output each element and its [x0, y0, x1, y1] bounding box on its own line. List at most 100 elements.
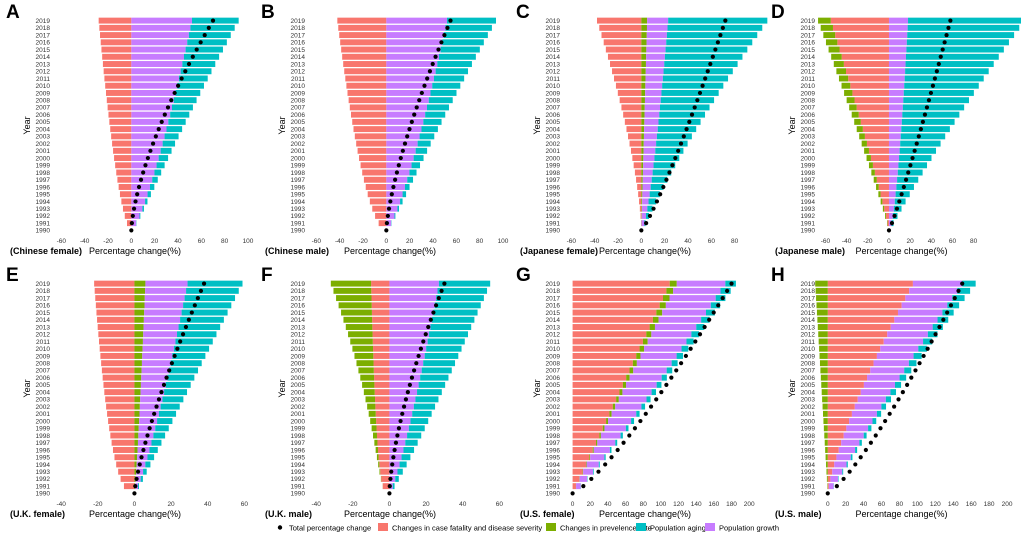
- y-tick-label: 2008: [36, 97, 51, 104]
- total-point-2007: [674, 368, 679, 373]
- bar-prevalence-2004: [619, 389, 623, 396]
- bar-fatality-2000: [376, 418, 390, 425]
- bar-growth-1999: [888, 162, 899, 169]
- bar-prevalence-2002: [641, 140, 644, 147]
- bar-prevalence-2009: [844, 89, 853, 96]
- legend-dot-total: [277, 525, 283, 530]
- bar-prevalence-2017: [816, 295, 828, 302]
- bar-fatality-2002: [112, 140, 132, 147]
- y-tick-label: 2004: [36, 389, 51, 396]
- bar-fatality-2012: [827, 331, 888, 338]
- bar-aging-2012: [180, 68, 212, 75]
- bar-fatality-2019: [827, 280, 913, 287]
- bar-prevalence-2014: [134, 316, 144, 323]
- total-point-1998: [395, 433, 400, 438]
- y-tick-label: 1990: [36, 228, 51, 235]
- y-tick-label: 2017: [36, 32, 51, 39]
- bar-prevalence-2001: [134, 410, 140, 417]
- panel-h: HYear19901991199219931994199519961997199…: [771, 265, 1013, 519]
- bar-prevalence-2010: [641, 82, 646, 89]
- bar-aging-2019: [962, 280, 976, 287]
- y-tick-label: 2016: [546, 303, 561, 310]
- y-tick-label: 2016: [801, 303, 816, 310]
- bar-fatality-2017: [95, 295, 135, 302]
- y-tick-label: 2015: [36, 47, 51, 54]
- bar-fatality-2010: [615, 82, 642, 89]
- bar-fatality-2019: [337, 17, 387, 24]
- y-tick-label: 1998: [291, 170, 306, 177]
- total-point-2015: [945, 310, 950, 315]
- bar-growth-2015: [897, 309, 943, 316]
- bar-aging-2005: [901, 118, 955, 125]
- total-point-2012: [183, 69, 188, 74]
- bar-prevalence-2015: [816, 309, 828, 316]
- bar-growth-2017: [144, 295, 185, 302]
- bar-aging-1995: [402, 191, 407, 198]
- y-tick-label: 2010: [36, 83, 51, 90]
- total-point-1992: [589, 476, 594, 482]
- bar-fatality-2016: [837, 39, 889, 46]
- bar-growth-2016: [888, 39, 907, 46]
- bar-fatality-2017: [371, 295, 390, 302]
- total-point-2018: [206, 25, 211, 30]
- bar-fatality-2003: [827, 396, 858, 403]
- y-tick-label: 2004: [36, 126, 51, 133]
- total-point-2004: [900, 390, 905, 395]
- x-tick-label: 40: [174, 238, 182, 245]
- total-point-1990: [384, 228, 389, 233]
- bar-aging-2007: [659, 104, 710, 111]
- bar-growth-2005: [644, 118, 659, 125]
- y-tick-label: 1996: [801, 184, 816, 191]
- total-point-2018: [725, 288, 730, 293]
- bar-aging-2009: [903, 89, 974, 96]
- bar-prevalence-2018: [333, 287, 372, 294]
- bar-aging-2012: [663, 68, 733, 75]
- bar-fatality-2004: [353, 126, 387, 133]
- bar-aging-2014: [905, 53, 999, 60]
- bar-growth-2009: [389, 352, 425, 359]
- total-point-1997: [138, 177, 144, 182]
- total-points: [886, 18, 953, 233]
- bar-growth-2018: [131, 24, 191, 31]
- bar-growth-2019: [389, 280, 439, 287]
- bar-growth-2014: [658, 316, 702, 323]
- y-tick-label: 1994: [36, 199, 51, 206]
- y-tick-label: 2017: [546, 295, 561, 302]
- panel-letter: D: [771, 2, 785, 23]
- total-point-2007: [414, 105, 419, 110]
- total-point-2001: [643, 411, 648, 416]
- total-point-2003: [405, 134, 410, 139]
- y-tick-label: 2009: [291, 90, 306, 97]
- x-axis-title: Percentage change(%): [855, 509, 947, 519]
- total-point-1999: [632, 426, 638, 431]
- x-tick-label: 60: [949, 238, 957, 245]
- bar-growth-2009: [142, 352, 173, 359]
- bar-fatality-2009: [347, 89, 387, 96]
- bar-prevalence-1995: [134, 454, 138, 461]
- bar-aging-2001: [636, 410, 640, 417]
- bar-aging-2016: [183, 302, 232, 309]
- bar-prevalence-1999: [602, 425, 605, 432]
- bar-aging-1998: [863, 432, 867, 439]
- bar-aging-1997: [859, 439, 862, 446]
- bar-aging-2005: [168, 118, 186, 125]
- bar-prevalence-2007: [641, 104, 645, 111]
- y-tick-label: 1994: [291, 462, 306, 469]
- bar-aging-1993: [142, 205, 144, 212]
- y-tick-label: 2015: [546, 47, 561, 54]
- bar-growth-2017: [646, 32, 667, 39]
- total-point-2018: [956, 288, 961, 293]
- total-point-2010: [925, 346, 930, 351]
- x-tick-label: -60: [312, 238, 322, 245]
- total-point-2007: [924, 105, 930, 110]
- bar-prevalence-1998: [824, 432, 828, 439]
- total-point-2010: [700, 83, 705, 88]
- bar-fatality-2012: [612, 68, 642, 75]
- total-point-1996: [615, 447, 620, 453]
- bar-aging-1997: [615, 439, 618, 446]
- bar-prevalence-1992: [885, 212, 886, 219]
- bar-growth-2008: [888, 97, 904, 104]
- bar-prevalence-1999: [371, 425, 377, 432]
- bar-fatality-1991: [378, 220, 387, 227]
- bar-growth-1994: [642, 198, 649, 205]
